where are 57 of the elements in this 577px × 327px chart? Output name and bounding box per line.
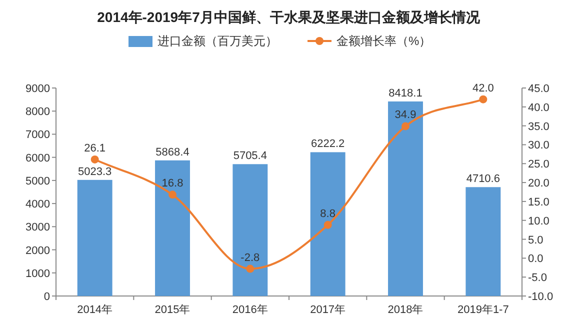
point xyxy=(324,220,332,229)
data-label: -2.8 xyxy=(240,252,260,264)
y2-tick-label: 20.0 xyxy=(528,178,550,190)
point xyxy=(90,155,99,164)
data-label: 5868.4 xyxy=(156,146,190,158)
y2-tick-label: 40.0 xyxy=(528,102,550,114)
y-tick-label: 4000 xyxy=(26,198,50,211)
x-tick-label: 2016年 xyxy=(232,304,268,316)
y-tick-label: 7000 xyxy=(26,129,50,142)
bar xyxy=(466,187,501,296)
point xyxy=(246,264,254,273)
data-label: 34.9 xyxy=(394,109,416,122)
bar xyxy=(232,164,268,296)
y2-tick-label: 10.0 xyxy=(528,215,550,228)
x-tick-label: 2019年1-7 xyxy=(457,304,509,316)
data-label: 4710.6 xyxy=(466,173,500,186)
data-label: 5023.3 xyxy=(78,166,112,178)
y-tick-label: 3000 xyxy=(26,222,50,234)
x-tick-label: 2015年 xyxy=(154,304,190,316)
x-tick-label: 2017年 xyxy=(310,304,346,316)
bar xyxy=(310,152,346,296)
y2-tick-label: 5.0 xyxy=(528,234,544,246)
y-tick-label: 0 xyxy=(44,291,50,303)
data-label: 26.1 xyxy=(84,142,106,154)
legend-金额增长率（%）: 金额增长率（%） xyxy=(308,34,432,48)
y2-tick-label: 30.0 xyxy=(528,140,550,152)
y2-tick-label: 25.0 xyxy=(528,158,550,171)
point xyxy=(402,122,410,130)
bar xyxy=(155,160,190,296)
y2-tick-label: -5.0 xyxy=(528,272,547,284)
y2-tick-label: 35.0 xyxy=(528,120,550,133)
legend-进口金额（百万美元）: 进口金额（百万美元） xyxy=(128,34,278,48)
y-tick-label: 9000 xyxy=(26,83,50,95)
point xyxy=(479,95,488,104)
data-label: 42.0 xyxy=(472,82,494,94)
x-tick-label: 2014年 xyxy=(77,304,113,316)
y-tick-label: 5000 xyxy=(26,175,50,188)
y2-tick-label: -10.0 xyxy=(528,291,554,303)
data-label: 5705.4 xyxy=(233,150,267,162)
data-label: 16.8 xyxy=(162,178,184,190)
y2-tick-label: 15.0 xyxy=(528,196,550,208)
y2-tick-label: 45.0 xyxy=(528,83,550,95)
x-tick-label: 2018年 xyxy=(388,304,424,316)
data-label: 6222.2 xyxy=(311,138,345,150)
bar xyxy=(388,101,423,296)
data-label: 8418.1 xyxy=(388,87,422,100)
y-tick-label: 8000 xyxy=(26,106,50,118)
legend-label: 金额增长率（%） xyxy=(336,34,432,48)
bar xyxy=(77,180,112,296)
chart-title: 2014年-2019年7月中国鲜、干水果及坚果进口金额及增长情况 xyxy=(97,9,481,25)
y-tick-label: 1000 xyxy=(26,268,50,280)
y-tick-label: 2000 xyxy=(26,244,50,257)
y2-tick-label: 0.0 xyxy=(528,253,544,266)
y-tick-label: 6000 xyxy=(26,152,50,164)
data-label: 8.8 xyxy=(320,208,336,220)
legend-label: 进口金额（百万美元） xyxy=(158,34,278,48)
point xyxy=(168,190,176,199)
